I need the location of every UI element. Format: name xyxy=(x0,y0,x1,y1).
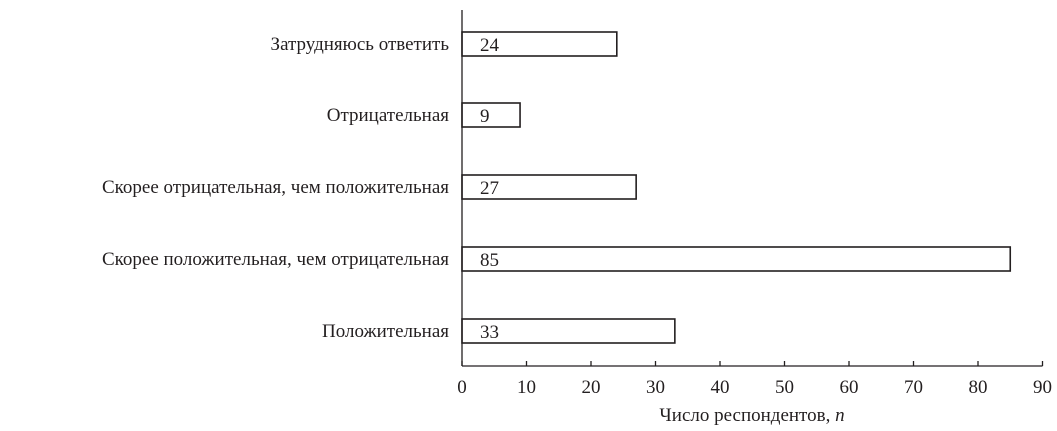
data-labels: 24 9 27 85 33 xyxy=(480,35,500,343)
data-label: 24 xyxy=(480,35,500,56)
bars-group xyxy=(461,31,1012,344)
x-tick-label: 90 xyxy=(1033,377,1052,398)
category-label: Затрудняюсь ответить xyxy=(271,34,450,55)
data-label: 27 xyxy=(480,178,499,199)
category-label: Отрицательная xyxy=(327,105,450,126)
x-tick-label: 0 xyxy=(457,377,467,398)
x-tick-label: 40 xyxy=(711,377,730,398)
bar xyxy=(461,102,521,128)
x-axis-ticks: 0 10 20 30 40 50 60 70 80 90 xyxy=(457,361,1052,398)
x-tick-label: 50 xyxy=(775,377,794,398)
category-label: Положительная xyxy=(322,321,449,342)
category-label: Скорее отрицательная, чем положительная xyxy=(102,177,449,198)
x-tick-label: 60 xyxy=(840,377,859,398)
x-axis-title: Число респондентов, n xyxy=(659,405,844,426)
x-tick-label: 80 xyxy=(969,377,988,398)
x-axis-title-text: Число респондентов, xyxy=(659,405,835,426)
x-tick-label: 70 xyxy=(904,377,923,398)
bar xyxy=(461,318,676,344)
category-labels: Затрудняюсь ответить Отрицательная Скорее … xyxy=(102,34,449,342)
data-label: 33 xyxy=(480,322,499,343)
category-label: Скорее положительная, чем отрицательная xyxy=(102,249,449,270)
bar xyxy=(461,174,637,200)
bar xyxy=(461,246,1012,272)
data-label: 85 xyxy=(480,250,499,271)
x-tick-label: 30 xyxy=(646,377,665,398)
axes xyxy=(461,10,1043,367)
data-label: 9 xyxy=(480,106,490,127)
x-tick-label: 10 xyxy=(517,377,536,398)
x-axis-title-variable: n xyxy=(835,405,845,426)
x-tick-label: 20 xyxy=(582,377,601,398)
